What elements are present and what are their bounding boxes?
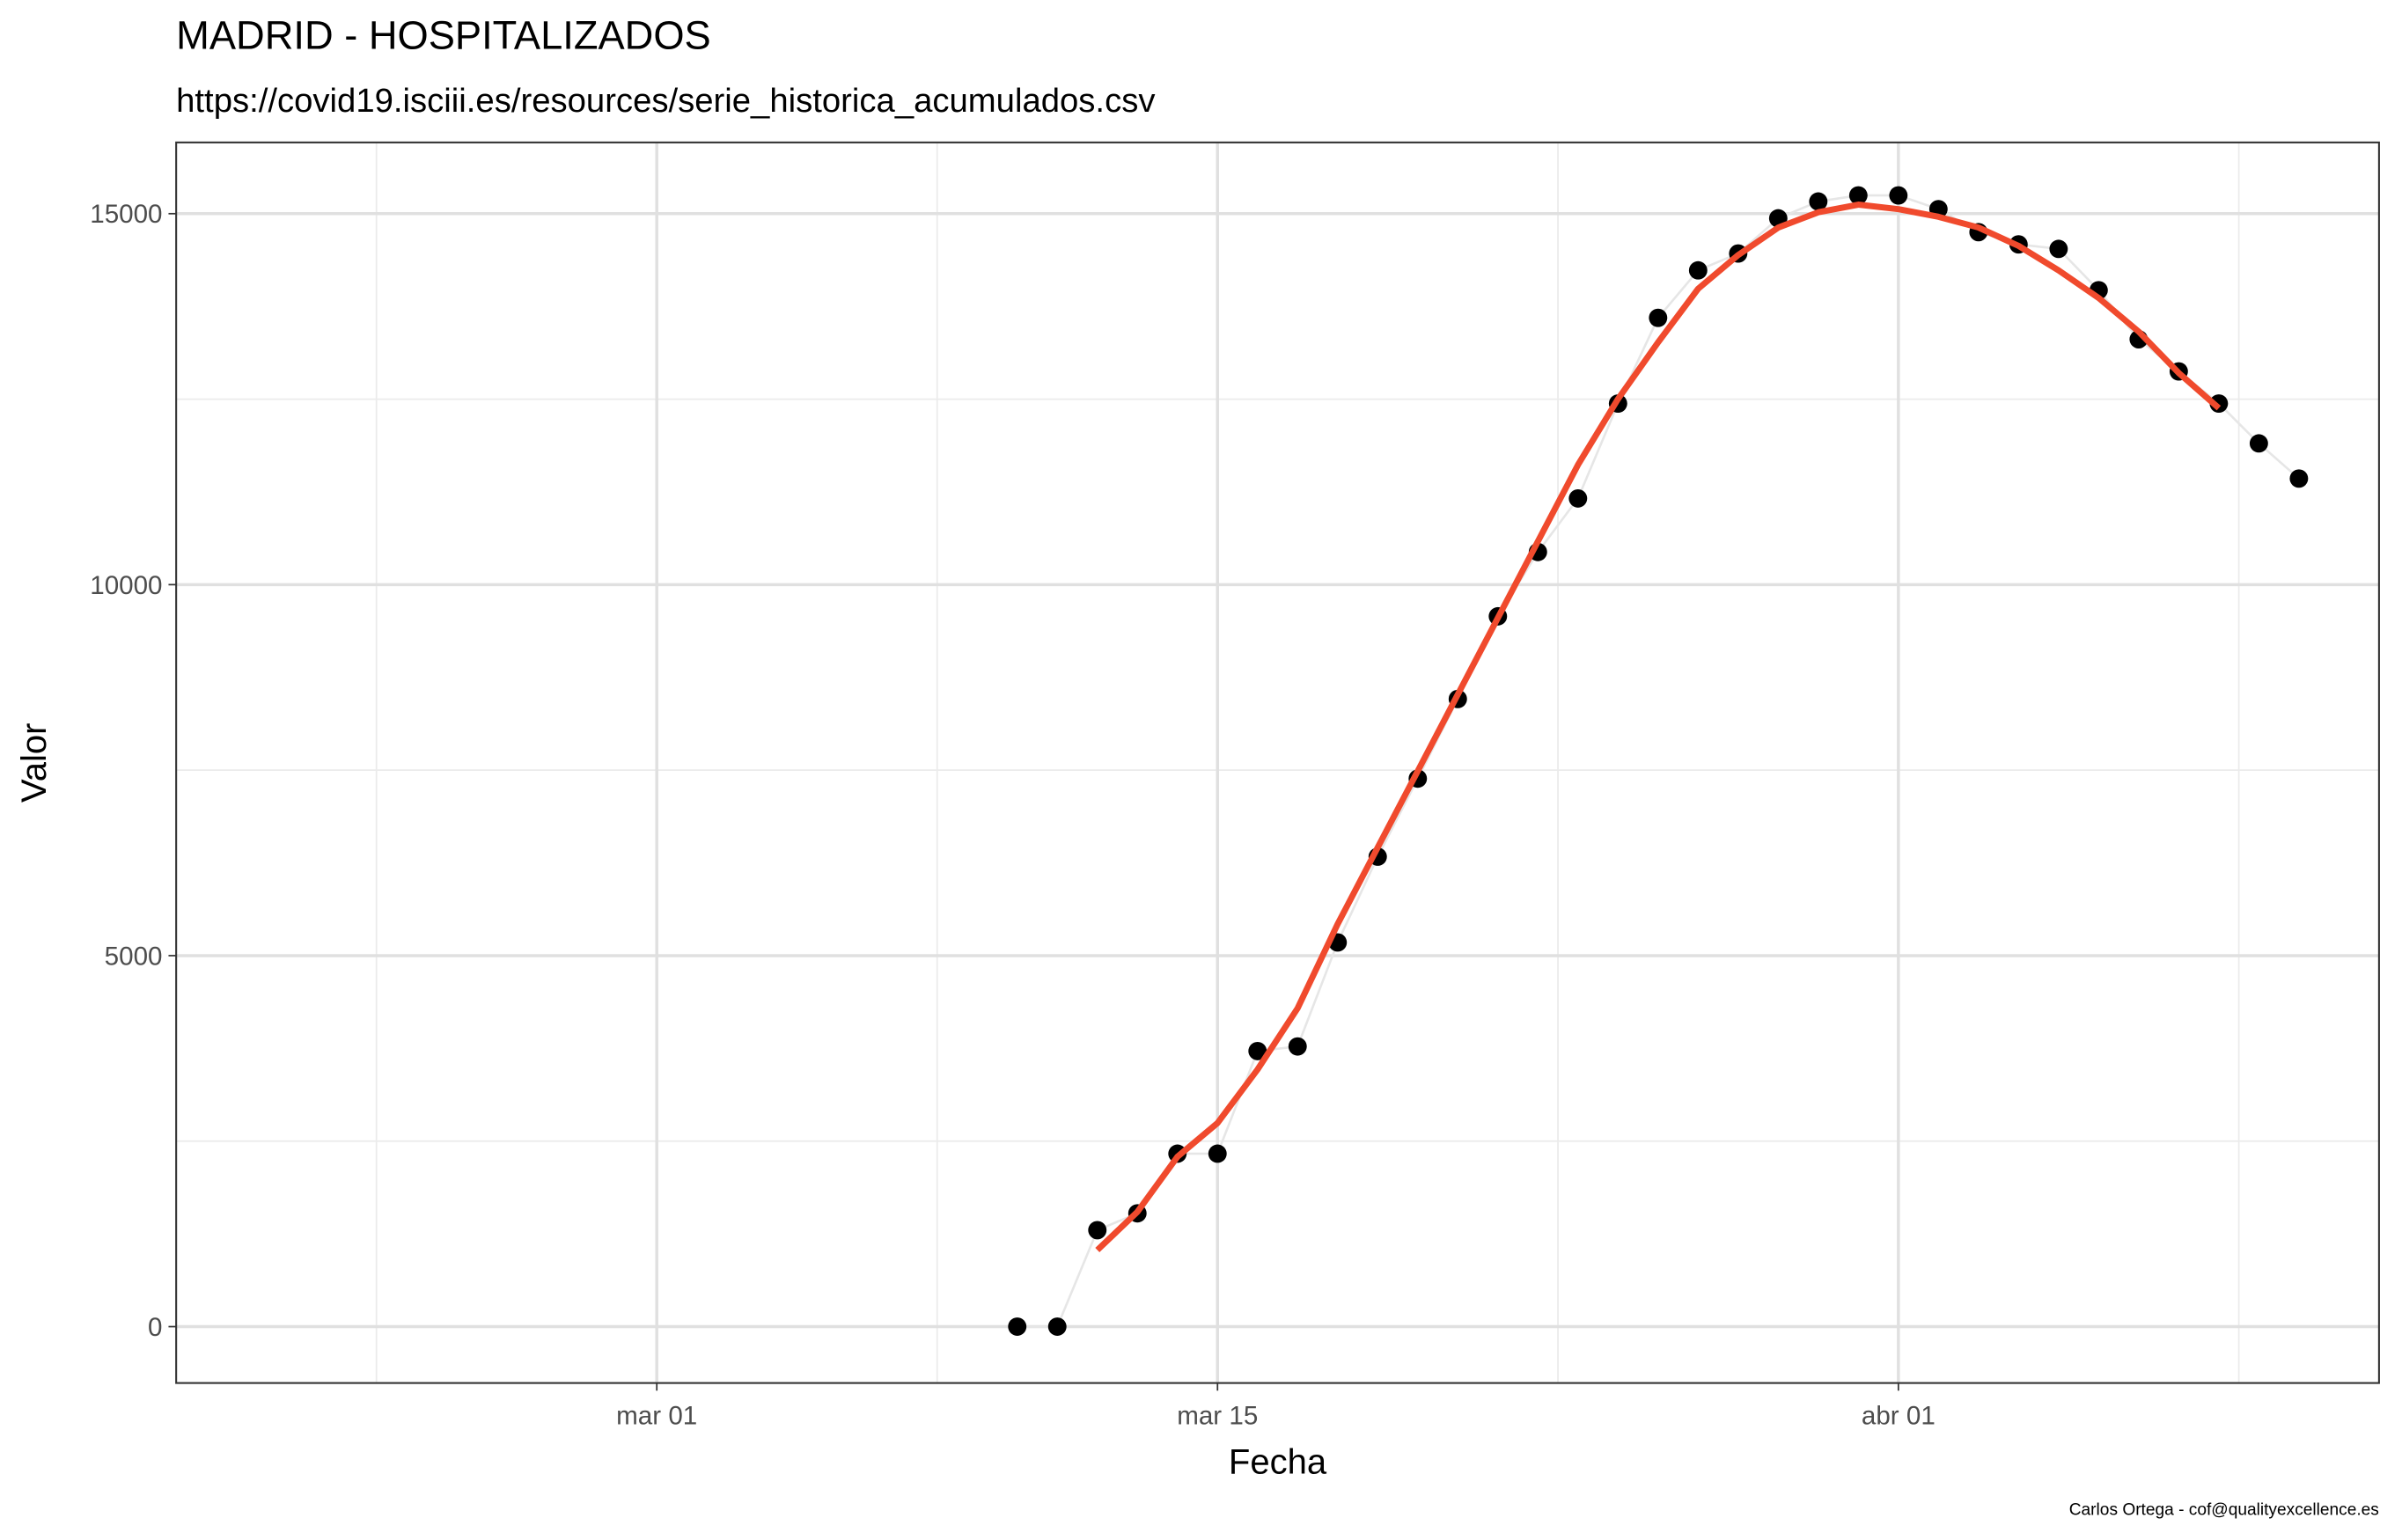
point [1848, 186, 1868, 205]
y-axis-label: Valor [15, 723, 54, 803]
point [1047, 1317, 1067, 1336]
chart-title: MADRID - HOSPITALIZADOS [176, 13, 711, 58]
point [1208, 1144, 1227, 1163]
x-tick-label: mar 01 [616, 1402, 697, 1431]
point [1568, 488, 1588, 508]
y-tick-label: 0 [148, 1313, 162, 1342]
point [1649, 308, 1668, 327]
y-tick-label: 15000 [90, 200, 162, 229]
point [1288, 1037, 1307, 1056]
point [1088, 1221, 1107, 1240]
caption: Carlos Ortega - cof@qualityexcellence.es [2069, 1500, 2379, 1519]
point [1688, 260, 1708, 280]
panel-border [175, 141, 2380, 1384]
point [2049, 239, 2068, 259]
smooth-line [1095, 202, 2222, 1253]
y-tick-label: 10000 [90, 571, 162, 600]
y-tick-label: 5000 [105, 942, 163, 971]
point [1889, 186, 1908, 205]
x-axis-label: Fecha [1229, 1442, 1327, 1481]
point [1008, 1317, 1027, 1336]
point [2249, 434, 2268, 453]
chart-subtitle: https://covid19.isciii.es/resources/seri… [176, 82, 1155, 120]
x-tick-label: mar 15 [1177, 1402, 1258, 1431]
point [2289, 469, 2309, 488]
x-tick-label: abr 01 [1862, 1402, 1936, 1431]
point [1809, 192, 1828, 211]
point [1248, 1041, 1267, 1060]
